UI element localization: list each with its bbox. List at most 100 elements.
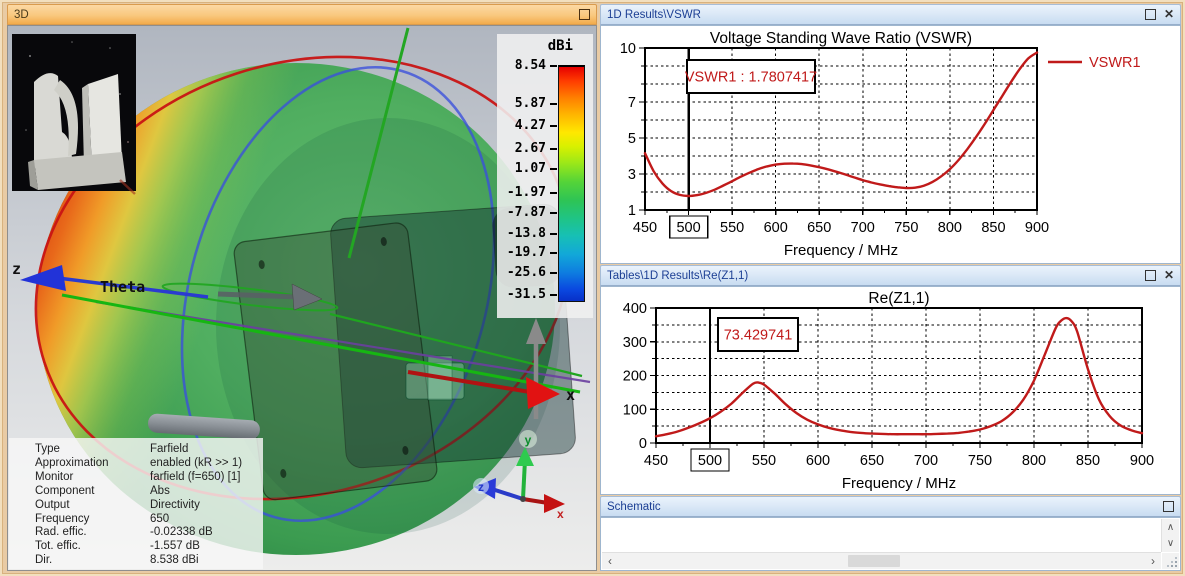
svg-text:750: 750 xyxy=(968,453,992,469)
colorbar-tick-label: -25.6 xyxy=(497,265,546,280)
svg-text:Voltage Standing Wave Ratio (V: Voltage Standing Wave Ratio (VSWR) xyxy=(710,30,972,47)
svg-text:550: 550 xyxy=(720,220,744,236)
scroll-right-icon[interactable]: › xyxy=(1145,553,1161,569)
svg-text:450: 450 xyxy=(644,453,668,469)
info-row: Dir.8.538 dBi xyxy=(9,554,263,568)
svg-text:600: 600 xyxy=(806,453,830,469)
rez-plot-area[interactable]: 0100200300400450500550600650700750800850… xyxy=(600,286,1181,495)
rez-panel: Tables\1D Results\Re(Z1,1) ✕ 01002003004… xyxy=(600,265,1181,495)
colorbar-gradient xyxy=(558,65,585,302)
svg-text:850: 850 xyxy=(981,220,1005,236)
colorbar-tick-mark xyxy=(550,192,557,194)
rez-chart: 0100200300400450500550600650700750800850… xyxy=(601,287,1178,494)
svg-text:500: 500 xyxy=(676,220,700,236)
colorbar-tick-label: 5.87 xyxy=(497,96,546,111)
svg-text:5: 5 xyxy=(628,131,636,147)
triad-z-label: z xyxy=(478,480,484,494)
colorbar-tick-mark xyxy=(550,252,557,254)
close-icon[interactable]: ✕ xyxy=(1164,271,1174,280)
maximize-icon[interactable] xyxy=(1145,9,1156,20)
colorbar-tick-mark xyxy=(550,294,557,296)
info-row: Rad. effic.-0.02338 dB xyxy=(9,526,263,540)
vswr-panel: 1D Results\VSWR ✕ 1357104505005506006507… xyxy=(600,4,1181,264)
svg-text:VSWR1 : 1.7807417: VSWR1 : 1.7807417 xyxy=(685,70,817,86)
maximize-icon[interactable] xyxy=(579,9,590,20)
svg-text:1: 1 xyxy=(628,203,636,219)
colorbar-tick-mark xyxy=(550,168,557,170)
schematic-panel-titlebar[interactable]: Schematic xyxy=(600,496,1181,517)
svg-text:400: 400 xyxy=(623,301,647,317)
colorbar-tick-mark xyxy=(550,212,557,214)
vswr-plot-area[interactable]: 135710450500550600650700750800850900VSWR… xyxy=(600,25,1181,264)
svg-text:7: 7 xyxy=(628,95,636,111)
schematic-canvas[interactable] xyxy=(602,519,1161,552)
svg-text:3: 3 xyxy=(628,167,636,183)
colorbar-tick-label: 2.67 xyxy=(497,141,546,156)
vswr-panel-title: 1D Results\VSWR xyxy=(607,9,1145,21)
colorbar-tick-mark xyxy=(550,233,557,235)
vswr-panel-titlebar[interactable]: 1D Results\VSWR ✕ xyxy=(600,4,1181,25)
svg-text:550: 550 xyxy=(752,453,776,469)
maximize-icon[interactable] xyxy=(1145,270,1156,281)
svg-text:800: 800 xyxy=(938,220,962,236)
svg-text:850: 850 xyxy=(1076,453,1100,469)
3d-panel: 3D xyxy=(7,4,597,571)
svg-text:800: 800 xyxy=(1022,453,1046,469)
svg-text:10: 10 xyxy=(620,41,636,57)
maximize-icon[interactable] xyxy=(1163,501,1174,512)
colorbar-tick-mark xyxy=(550,272,557,274)
z-axis-label: z xyxy=(12,260,21,278)
info-row: TypeFarfield xyxy=(9,443,263,457)
colorbar-unit: dBi xyxy=(497,38,573,54)
svg-text:650: 650 xyxy=(807,220,831,236)
schematic-panel: Schematic ∧ ∨ ‹ › xyxy=(600,496,1181,571)
svg-text:200: 200 xyxy=(623,369,647,385)
scrollbar-corner xyxy=(1162,553,1179,569)
theta-axis-label: Theta xyxy=(100,278,145,296)
close-icon[interactable]: ✕ xyxy=(1164,10,1174,19)
colorbar-tick-label: -1.97 xyxy=(497,185,546,200)
colorbar-tick-label: 8.54 xyxy=(497,58,546,73)
scroll-left-icon[interactable]: ‹ xyxy=(602,553,618,569)
3d-panel-titlebar[interactable]: 3D xyxy=(7,4,597,25)
colorbar-tick-label: 4.27 xyxy=(497,118,546,133)
info-row: Frequency650 xyxy=(9,513,263,527)
scroll-up-icon[interactable]: ∧ xyxy=(1162,519,1179,535)
info-row: ComponentAbs xyxy=(9,485,263,499)
vertical-scrollbar[interactable]: ∧ ∨ xyxy=(1161,519,1179,552)
svg-text:VSWR1: VSWR1 xyxy=(1089,55,1141,71)
svg-text:73.429741: 73.429741 xyxy=(724,328,793,344)
colorbar-tick-mark xyxy=(550,65,557,67)
svg-text:450: 450 xyxy=(633,220,657,236)
schematic-canvas-area: ∧ ∨ ‹ › xyxy=(600,517,1181,571)
info-row: Monitorfarfield (f=650) [1] xyxy=(9,471,263,485)
rez-panel-title: Tables\1D Results\Re(Z1,1) xyxy=(607,270,1145,282)
3d-panel-title: 3D xyxy=(14,9,579,21)
colorbar-tick-label: -7.87 xyxy=(497,205,546,220)
svg-text:Frequency / MHz: Frequency / MHz xyxy=(842,475,956,492)
schematic-panel-title: Schematic xyxy=(607,501,1163,513)
svg-text:900: 900 xyxy=(1130,453,1154,469)
vswr-chart: 135710450500550600650700750800850900VSWR… xyxy=(601,26,1178,263)
svg-text:700: 700 xyxy=(914,453,938,469)
colorbar-tick-mark xyxy=(550,125,557,127)
svg-text:650: 650 xyxy=(860,453,884,469)
svg-text:Re(Z1,1): Re(Z1,1) xyxy=(868,290,929,307)
scrollbar-thumb[interactable] xyxy=(848,555,900,567)
triad-y-label: y xyxy=(525,433,532,447)
triad-x-label: x xyxy=(557,507,564,521)
horizontal-scrollbar[interactable]: ‹ › xyxy=(602,552,1161,569)
rez-panel-titlebar[interactable]: Tables\1D Results\Re(Z1,1) ✕ xyxy=(600,265,1181,286)
colorbar-tick-mark xyxy=(550,103,557,105)
info-row: Tot. effic.-1.557 dB xyxy=(9,540,263,554)
info-row: OutputDirectivity xyxy=(9,499,263,513)
svg-text:0: 0 xyxy=(639,436,647,452)
colorbar-legend: dBi 8.545.874.272.671.07-1.97-7.87-13.8-… xyxy=(497,34,593,318)
resize-grip-icon xyxy=(1175,565,1177,567)
antenna-board-front xyxy=(233,222,438,501)
3d-viewport[interactable]: z Theta x y xyxy=(7,25,597,571)
svg-text:500: 500 xyxy=(698,453,722,469)
application-window: 3D xyxy=(0,0,1185,576)
info-row: Approximationenabled (kR >> 1) xyxy=(9,457,263,471)
scroll-down-icon[interactable]: ∨ xyxy=(1162,535,1179,551)
